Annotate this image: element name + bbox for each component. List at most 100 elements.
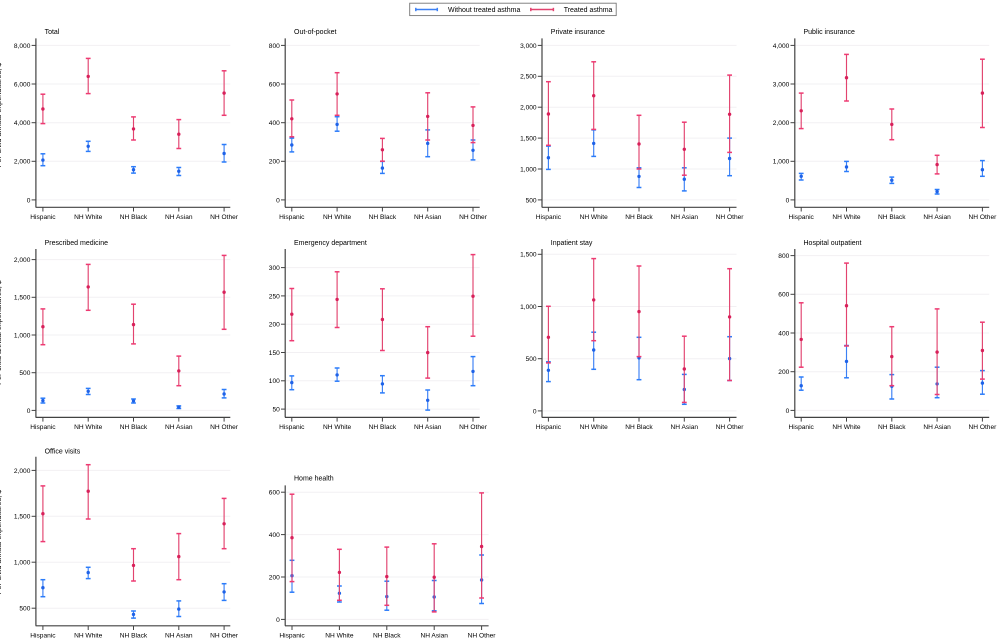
svg-text:6,000: 6,000	[14, 81, 31, 88]
svg-text:NH Asian: NH Asian	[414, 214, 442, 221]
svg-text:Hispanic: Hispanic	[536, 214, 562, 221]
svg-text:NH Asian: NH Asian	[414, 424, 442, 431]
svg-text:1,500: 1,500	[14, 295, 31, 302]
svg-text:NH White: NH White	[74, 424, 103, 431]
svg-text:NH Black: NH Black	[120, 633, 148, 640]
svg-text:600: 600	[269, 81, 280, 88]
svg-text:NH Black: NH Black	[625, 424, 653, 431]
svg-text:0: 0	[27, 408, 31, 415]
svg-text:400: 400	[269, 120, 280, 127]
svg-text:1,500: 1,500	[14, 514, 31, 521]
svg-text:0: 0	[786, 408, 790, 415]
svg-text:2,000: 2,000	[520, 105, 537, 112]
svg-text:600: 600	[778, 292, 789, 299]
svg-text:0: 0	[533, 408, 537, 415]
svg-text:NH Black: NH Black	[373, 633, 401, 640]
svg-text:500: 500	[19, 370, 30, 377]
svg-text:Prescribed medicine: Prescribed medicine	[45, 240, 109, 247]
svg-text:Hispanic: Hispanic	[30, 424, 56, 431]
svg-text:200: 200	[269, 574, 280, 581]
svg-text:NH Other: NH Other	[716, 424, 745, 431]
svg-text:Office visits: Office visits	[45, 449, 81, 456]
svg-text:2,000: 2,000	[14, 257, 31, 264]
svg-text:2,000: 2,000	[773, 120, 790, 127]
svg-text:NH Black: NH Black	[120, 424, 148, 431]
svg-text:1,000: 1,000	[14, 332, 31, 339]
svg-text:Hispanic: Hispanic	[279, 424, 305, 431]
svg-text:NH White: NH White	[580, 424, 609, 431]
svg-text:Per-child annual expenditures,: Per-child annual expenditures, $	[0, 490, 3, 595]
svg-text:NH Black: NH Black	[369, 424, 397, 431]
svg-text:NH Black: NH Black	[625, 214, 653, 221]
svg-text:NH White: NH White	[580, 214, 609, 221]
svg-text:NH White: NH White	[74, 633, 103, 640]
svg-text:250: 250	[269, 293, 280, 300]
svg-text:0: 0	[276, 617, 280, 624]
svg-text:Hospital outpatient: Hospital outpatient	[804, 240, 862, 247]
svg-text:Hispanic: Hispanic	[30, 633, 56, 640]
svg-text:Hispanic: Hispanic	[279, 214, 305, 221]
svg-text:NH Other: NH Other	[968, 214, 997, 221]
svg-text:0: 0	[276, 197, 280, 204]
svg-text:Without treated asthma: Without treated asthma	[448, 7, 520, 14]
svg-text:NH Asian: NH Asian	[165, 214, 193, 221]
svg-text:0: 0	[27, 197, 31, 204]
svg-text:8,000: 8,000	[14, 43, 31, 50]
svg-text:1,500: 1,500	[520, 136, 537, 143]
svg-text:800: 800	[778, 253, 789, 260]
svg-text:Hispanic: Hispanic	[30, 214, 56, 221]
svg-text:Inpatient stay: Inpatient stay	[551, 240, 593, 247]
svg-text:NH Other: NH Other	[716, 214, 745, 221]
svg-text:NH White: NH White	[323, 424, 352, 431]
svg-text:NH White: NH White	[832, 424, 861, 431]
svg-text:1,500: 1,500	[520, 252, 537, 259]
svg-text:Home health: Home health	[294, 476, 334, 483]
svg-text:150: 150	[269, 350, 280, 357]
svg-text:NH Other: NH Other	[210, 424, 239, 431]
svg-text:NH White: NH White	[323, 214, 352, 221]
svg-text:2,000: 2,000	[14, 159, 31, 166]
svg-text:4,000: 4,000	[773, 43, 790, 50]
svg-text:NH Other: NH Other	[459, 214, 488, 221]
svg-text:Per-child annual expenditures,: Per-child annual expenditures, $	[0, 63, 3, 168]
svg-text:NH Other: NH Other	[210, 214, 239, 221]
svg-text:200: 200	[269, 159, 280, 166]
svg-text:NH Black: NH Black	[878, 424, 906, 431]
svg-text:NH Asian: NH Asian	[671, 424, 699, 431]
svg-text:NH Black: NH Black	[369, 214, 397, 221]
svg-text:Hispanic: Hispanic	[789, 214, 815, 221]
svg-text:Emergency department: Emergency department	[294, 240, 367, 247]
svg-text:800: 800	[269, 43, 280, 50]
svg-text:NH Other: NH Other	[968, 424, 997, 431]
svg-text:2,000: 2,000	[14, 468, 31, 475]
svg-text:0: 0	[786, 197, 790, 204]
svg-text:Hispanic: Hispanic	[279, 633, 305, 640]
svg-text:50: 50	[272, 407, 280, 414]
svg-text:Private insurance: Private insurance	[551, 29, 605, 36]
svg-text:Hispanic: Hispanic	[789, 424, 815, 431]
svg-text:Per-child annual expenditures,: Per-child annual expenditures, $	[0, 280, 3, 385]
svg-text:Hispanic: Hispanic	[536, 424, 562, 431]
svg-text:NH Black: NH Black	[120, 214, 148, 221]
svg-text:Public insurance: Public insurance	[804, 29, 855, 36]
svg-text:500: 500	[19, 606, 30, 613]
svg-text:3,000: 3,000	[773, 81, 790, 88]
svg-text:NH Other: NH Other	[459, 424, 488, 431]
svg-text:500: 500	[526, 356, 537, 363]
svg-text:1,000: 1,000	[14, 560, 31, 567]
svg-text:Treated asthma: Treated asthma	[564, 7, 613, 14]
svg-text:1,000: 1,000	[520, 166, 537, 173]
svg-text:300: 300	[269, 265, 280, 272]
svg-text:Total: Total	[45, 29, 60, 36]
svg-text:400: 400	[269, 532, 280, 539]
svg-text:3,000: 3,000	[520, 43, 537, 50]
svg-text:600: 600	[269, 490, 280, 497]
svg-text:NH Asian: NH Asian	[923, 214, 951, 221]
svg-text:NH White: NH White	[74, 214, 103, 221]
svg-text:1,000: 1,000	[773, 159, 790, 166]
svg-text:NH Asian: NH Asian	[671, 214, 699, 221]
svg-text:200: 200	[269, 322, 280, 329]
svg-text:NH Other: NH Other	[210, 633, 239, 640]
svg-text:NH White: NH White	[832, 214, 861, 221]
svg-text:NH Asian: NH Asian	[923, 424, 951, 431]
